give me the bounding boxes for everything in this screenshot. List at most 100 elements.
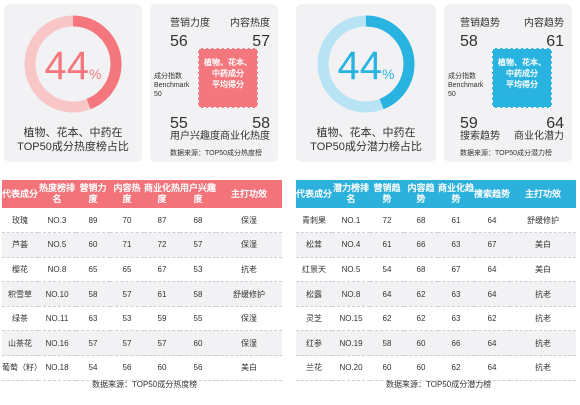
- table-header-cell: 商业化趋势: [438, 180, 474, 208]
- table-cell: 保湿: [216, 306, 282, 332]
- right-score-box: 营销趋势 58 内容趋势 61 成分指数 Benchmark 50 植物、花本、…: [444, 4, 572, 162]
- table-cell: 60: [370, 355, 404, 381]
- table-row: 山茶花 NO.16 57 57 57 60 保湿: [2, 330, 282, 357]
- table-cell: 58: [180, 281, 216, 307]
- right-donut-caption: 植物、花本、中药在 TOP50成分潜力榜占比: [310, 127, 422, 153]
- table-cell: 62: [474, 306, 510, 332]
- table-cell: 60: [404, 355, 438, 381]
- table-cell: 舒缓修护: [216, 281, 282, 307]
- left-commercial-label: 商业化热度: [220, 131, 270, 142]
- table-cell: 抗老: [510, 306, 576, 332]
- table-cell: 70: [110, 208, 144, 234]
- table-header-cell: 营销趋势: [370, 180, 404, 208]
- table-cell: 64: [474, 355, 510, 381]
- table-row: 红参 NO.19 58 60 66 64 抗老: [296, 330, 576, 357]
- table-row: 灵芝 NO.15 62 62 63 62 抗老: [296, 306, 576, 332]
- table-cell: 57: [110, 330, 144, 357]
- table-header-cell: 热度榜排名: [38, 180, 76, 208]
- left-content-value: 57: [252, 33, 270, 50]
- right-average-score-box: 植物、花本、 中药成分 平均得分: [492, 48, 552, 108]
- table-cell: 60: [76, 232, 110, 258]
- table-cell: 积雪草: [2, 281, 38, 307]
- left-donut-chart: [24, 15, 122, 113]
- table-cell: 63: [76, 306, 110, 332]
- table-cell: 60: [144, 355, 180, 381]
- table-row: 红景天 NO.5 54 68 67 64 美白: [296, 257, 576, 283]
- table-cell: NO.20: [332, 355, 370, 381]
- table-row: 青刺果 NO.1 72 68 61 64 舒缓修护: [296, 208, 576, 234]
- table-cell: 72: [144, 232, 180, 258]
- table-cell: 61: [438, 208, 474, 234]
- table-cell: 62: [438, 355, 474, 381]
- table-cell: NO.4: [332, 232, 370, 258]
- table-cell: 68: [180, 208, 216, 234]
- left-ranking-table: 代表成分 热度榜排名 营销力度 内容热度 商业化热度 用户兴趣度 主打功效 玫瑰 NO.3 89…: [2, 180, 282, 381]
- table-cell: 63: [438, 232, 474, 258]
- right-search-label: 搜索趋势: [460, 131, 500, 142]
- table-cell: NO.16: [38, 330, 76, 357]
- table-cell: 葡萄（籽）: [2, 355, 42, 381]
- table-row: 积雪草 NO.10 58 57 61 58 舒缓修护: [2, 281, 282, 307]
- table-header-cell: 代表成分: [2, 180, 38, 208]
- table-cell: 54: [370, 257, 404, 283]
- left-donut-caption: 植物、花本、中药在 TOP50成分热度榜占比: [17, 127, 129, 153]
- right-content-label: 内容趋势: [524, 18, 564, 29]
- table-cell: 54: [76, 355, 110, 381]
- right-donut-chart: [317, 15, 415, 113]
- table-cell: 67: [144, 257, 180, 283]
- right-commercial-value: 64: [546, 115, 564, 132]
- table-cell: 青刺果: [296, 208, 332, 234]
- table-header-cell: 主打功效: [510, 180, 576, 208]
- table-row: 松露 NO.8 64 62 63 64 抗老: [296, 281, 576, 307]
- table-cell: 灵芝: [296, 306, 332, 332]
- table-cell: 红景天: [296, 257, 332, 283]
- table-cell: 抗老: [510, 281, 576, 307]
- left-benchmark: 成分指数 Benchmark 50: [154, 73, 190, 98]
- right-search-value: 59: [460, 115, 478, 132]
- table-cell: 89: [76, 208, 110, 234]
- table-row: 兰花 NO.20 60 60 62 64 抗老: [296, 355, 576, 381]
- table-cell: 松露: [296, 281, 332, 307]
- table-cell: 樱花: [2, 257, 38, 283]
- table-cell: 61: [144, 281, 180, 307]
- left-marketing-value: 56: [170, 33, 188, 50]
- left-donut-arc: [24, 15, 122, 113]
- table-row: 芦荟 NO.5 60 71 72 57 保湿: [2, 232, 282, 258]
- table-cell: NO.15: [332, 306, 370, 332]
- left-table-source: 数据来源：TOP50成分热度榜: [92, 380, 198, 389]
- table-cell: 美白: [510, 257, 576, 283]
- table-header-cell: 用户兴趣度: [180, 180, 216, 208]
- left-box-source: 数据来源：TOP50成分热度榜: [170, 150, 263, 157]
- table-cell: 57: [144, 330, 180, 357]
- table-row: 玫瑰 NO.3 89 70 87 68 保湿: [2, 208, 282, 234]
- table-row: 樱花 NO.8 65 65 67 53 抗老: [2, 257, 282, 283]
- left-interest-label: 用户兴趣度: [170, 131, 220, 142]
- left-marketing-label: 营销力度: [170, 18, 210, 29]
- table-cell: 63: [438, 281, 474, 307]
- table-cell: 62: [404, 281, 438, 307]
- table-cell: 60: [404, 330, 438, 357]
- right-benchmark: 成分指数 Benchmark 50: [448, 73, 484, 98]
- table-cell: 64: [474, 208, 510, 234]
- table-cell: NO.8: [38, 257, 76, 283]
- right-marketing-label: 营销趋势: [460, 18, 500, 29]
- table-cell: 兰花: [296, 355, 332, 381]
- table-header-cell: 内容趋势: [404, 180, 438, 208]
- table-row: 绿茶 NO.11 63 53 59 55 保湿: [2, 306, 282, 332]
- left-average-score-box: 植物、花本、 中药成分 平均得分: [198, 48, 258, 108]
- table-cell: NO.10: [38, 281, 76, 307]
- table-cell: NO.19: [332, 330, 370, 357]
- table-cell: 保湿: [216, 208, 282, 234]
- right-marketing-value: 58: [460, 33, 478, 50]
- table-cell: 绿茶: [2, 306, 38, 332]
- right-donut-arc: [317, 15, 415, 113]
- table-cell: NO.1: [332, 208, 370, 234]
- right-box-source: 数据来源：TOP50成分潜力榜: [460, 150, 553, 157]
- right-table-header-row: 代表成分 潜力榜排名 营销趋势 内容趋势 商业化趋势 搜索趋势 主打功效: [296, 180, 576, 208]
- table-cell: 山茶花: [2, 330, 38, 357]
- table-header-cell: 搜索趋势: [474, 180, 510, 208]
- table-cell: 58: [370, 330, 404, 357]
- table-header-cell: 内容热度: [110, 180, 144, 208]
- table-cell: 保湿: [216, 330, 282, 357]
- table-cell: NO.5: [332, 257, 370, 283]
